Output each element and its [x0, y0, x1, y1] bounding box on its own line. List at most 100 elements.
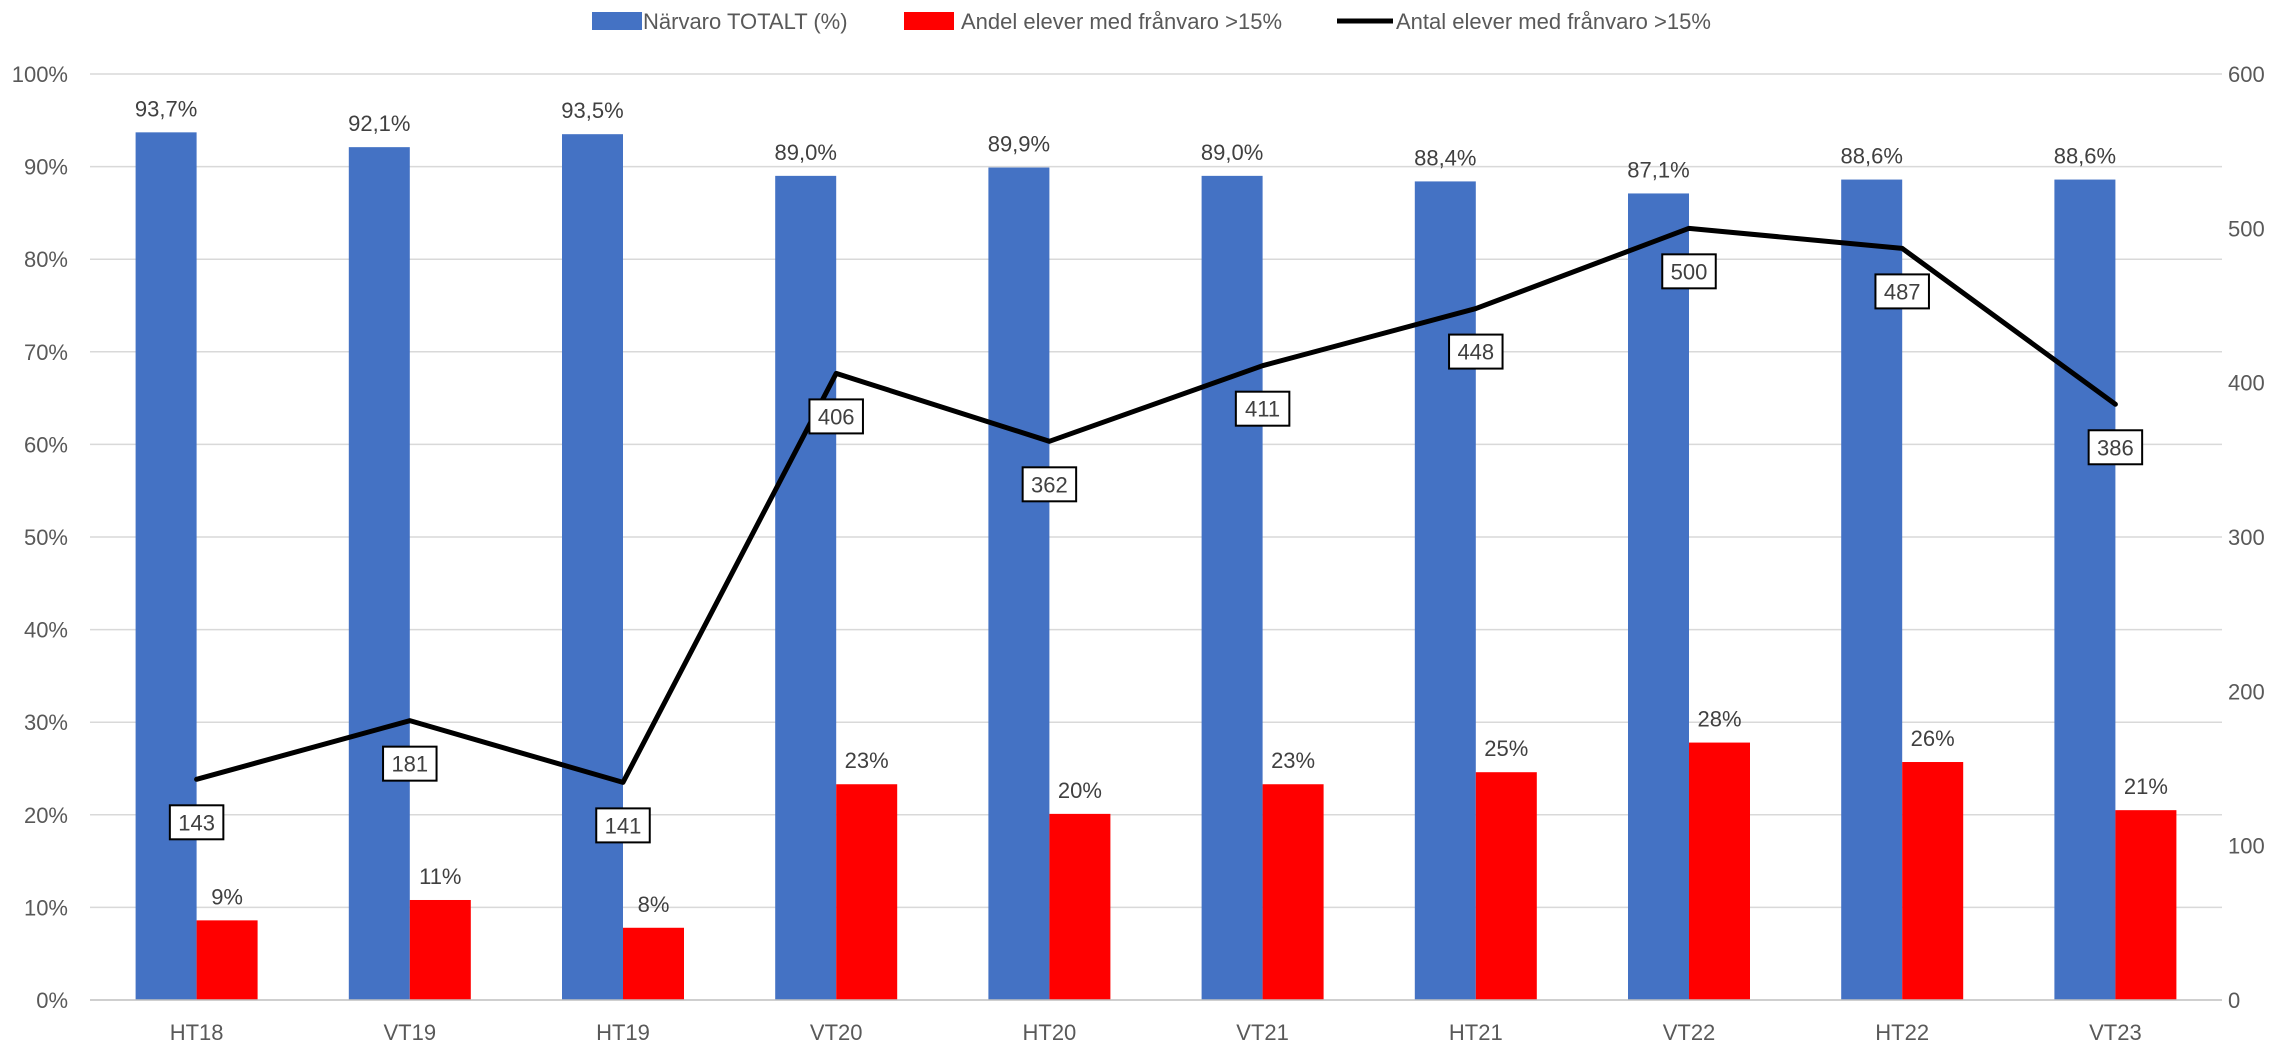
bar-data-label: 89,0% [775, 140, 837, 165]
right-tick-label: 0 [2228, 988, 2240, 1013]
left-tick-label: 0% [36, 988, 68, 1013]
legend-swatch [592, 12, 642, 30]
bar [1262, 784, 1324, 1000]
bar [1902, 762, 1964, 1000]
bar [196, 920, 258, 1000]
legend-label: Antal elever med frånvaro >15% [1396, 9, 1711, 34]
bar-series [135, 132, 2177, 1001]
bar [775, 175, 837, 1001]
left-tick-label: 80% [24, 247, 68, 272]
x-tick-label: VT22 [1663, 1020, 1716, 1044]
bar [135, 132, 197, 1000]
left-tick-label: 30% [24, 710, 68, 735]
bar [623, 927, 684, 1000]
bar [2054, 179, 2116, 1001]
x-tick-label: HT20 [1023, 1020, 1077, 1044]
bar-data-label: 89,9% [988, 132, 1050, 157]
bar [1414, 181, 1476, 1000]
line-data-label: 500 [1671, 259, 1708, 284]
bar [2115, 810, 2177, 1000]
line-label-box [2087, 429, 2144, 466]
line-label-box [1448, 333, 1504, 370]
left-tick-label: 90% [24, 155, 68, 180]
right-tick-label: 100 [2228, 834, 2265, 859]
line-data-label: 362 [1031, 472, 1068, 497]
bar [1049, 813, 1111, 1000]
x-tick-label: VT19 [384, 1020, 437, 1044]
bar-data-label: 88,4% [1414, 145, 1476, 170]
line-label-box [382, 745, 438, 782]
line-data-label: 181 [391, 752, 428, 777]
bar [562, 134, 623, 1000]
bar-data-label: 88,6% [1841, 144, 1903, 169]
bar-data-label: 9% [211, 884, 243, 909]
line-data-labels: 143 181 141 406 362 411 448 500 487 386 [168, 253, 2144, 844]
left-tick-label: 10% [24, 895, 68, 920]
bar-data-label: 21% [2124, 774, 2168, 799]
bar-data-label: 28% [1697, 707, 1741, 732]
x-tick-label: VT21 [1236, 1020, 1289, 1044]
bar-data-label: 25% [1484, 736, 1528, 761]
bar [836, 784, 898, 1000]
line-label-box [168, 804, 225, 841]
bar [1841, 179, 1903, 1001]
bar [409, 899, 471, 1000]
left-tick-label: 60% [24, 432, 68, 457]
line-data-label: 487 [1884, 279, 1921, 304]
gridlines [90, 73, 2222, 909]
line-data-label: 143 [178, 810, 215, 835]
bar [348, 147, 410, 1001]
right-tick-label: 500 [2228, 216, 2265, 241]
bar-data-label: 92,1% [348, 111, 410, 136]
line-label-box [808, 398, 864, 435]
bar-data-label: 20% [1058, 778, 1102, 803]
line-label-box [1874, 273, 1930, 310]
right-tick-label: 600 [2228, 62, 2265, 87]
right-tick-label: 400 [2228, 371, 2265, 396]
x-tick-label: HT22 [1875, 1020, 1929, 1044]
legend-label: Andel elever med frånvaro >15% [961, 9, 1282, 34]
series-line [194, 225, 2118, 785]
x-tick-label: HT18 [170, 1020, 224, 1044]
bar-data-label: 93,5% [561, 98, 623, 123]
left-tick-label: 100% [12, 62, 68, 87]
line-label-box [595, 807, 651, 844]
bar [1475, 772, 1537, 1000]
bar-data-label: 23% [845, 748, 889, 773]
bar-data-label: 88,6% [2054, 144, 2116, 169]
bar-data-label: 11% [419, 864, 461, 889]
legend-swatch [904, 12, 954, 30]
line-data-label: 411 [1245, 397, 1280, 422]
line-label-box [1021, 466, 1078, 503]
line-series [194, 225, 2118, 785]
bar-data-label: 8% [638, 892, 670, 917]
bar [1201, 175, 1263, 1001]
left-axis-ticks: 0% 10% 20% 30% 40% 50% 60% 70% 80% 90% 100% [12, 62, 68, 1013]
line-data-label: 141 [605, 813, 642, 838]
bar [988, 167, 1050, 1000]
line-data-label: 406 [818, 404, 855, 429]
bar-data-label: 87,1% [1627, 157, 1689, 182]
bar-data-label: 23% [1271, 748, 1315, 773]
x-tick-label: VT20 [810, 1020, 863, 1044]
x-tick-label: HT21 [1449, 1020, 1503, 1044]
right-axis-ticks: 0 100 200 300 400 500 600 [2228, 62, 2265, 1013]
left-tick-label: 50% [24, 525, 68, 550]
left-tick-label: 70% [24, 340, 68, 365]
bar [1689, 742, 1750, 1000]
left-tick-label: 40% [24, 618, 68, 643]
bar-data-labels: 93,7% 92,1% 93,5% 89,0% 89,9% 89,0% 88,4% 87,1%… [135, 96, 2168, 916]
legend: Närvaro TOTALT (%) Andel elever med frånv… [592, 9, 1711, 34]
line-data-label: 448 [1457, 340, 1494, 365]
right-tick-label: 300 [2228, 525, 2265, 550]
legend-label: Närvaro TOTALT (%) [643, 9, 848, 34]
bar-data-label: 26% [1911, 726, 1955, 751]
line-data-label: 386 [2097, 435, 2134, 460]
line-label-box [1234, 390, 1291, 427]
bar-data-label: 93,7% [135, 96, 197, 121]
x-tick-label: VT23 [2089, 1020, 2142, 1044]
left-tick-label: 20% [24, 803, 68, 828]
right-tick-label: 200 [2228, 679, 2265, 704]
bar [1628, 193, 1689, 1001]
